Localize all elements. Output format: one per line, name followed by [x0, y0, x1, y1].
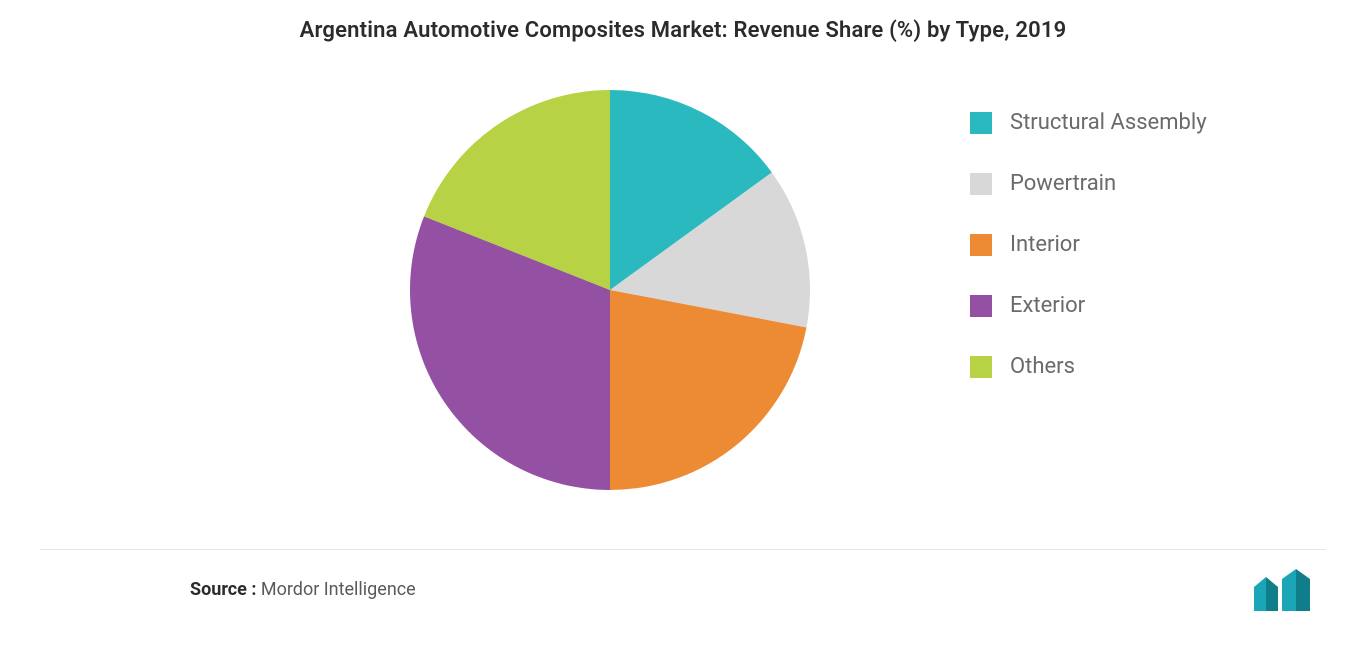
- divider: [40, 549, 1326, 550]
- legend-label: Interior: [1010, 232, 1080, 257]
- legend-item-others: Others: [970, 354, 1207, 379]
- chart-container: Argentina Automotive Composites Market: …: [0, 0, 1366, 655]
- legend-label: Powertrain: [1010, 171, 1116, 196]
- legend: Structural Assembly Powertrain Interior Ext…: [970, 110, 1207, 379]
- legend-swatch: [970, 356, 992, 378]
- legend-swatch: [970, 234, 992, 256]
- legend-item-structural-assembly: Structural Assembly: [970, 110, 1207, 135]
- logo-mark: [1254, 569, 1310, 611]
- source-label: Source :: [190, 579, 256, 600]
- source-value: Mordor Intelligence: [261, 579, 416, 600]
- legend-item-interior: Interior: [970, 232, 1207, 257]
- legend-label: Others: [1010, 354, 1075, 379]
- legend-label: Exterior: [1010, 293, 1085, 318]
- legend-item-powertrain: Powertrain: [970, 171, 1207, 196]
- legend-item-exterior: Exterior: [970, 293, 1207, 318]
- chart-title: Argentina Automotive Composites Market: …: [0, 18, 1366, 43]
- pie-svg: [410, 90, 810, 490]
- mordor-logo: [1248, 567, 1326, 615]
- legend-label: Structural Assembly: [1010, 110, 1207, 135]
- pie-chart: [410, 90, 810, 490]
- legend-swatch: [970, 112, 992, 134]
- logo-svg: [1248, 567, 1326, 615]
- source-line: Source : Mordor Intelligence: [190, 579, 416, 600]
- legend-swatch: [970, 295, 992, 317]
- legend-swatch: [970, 173, 992, 195]
